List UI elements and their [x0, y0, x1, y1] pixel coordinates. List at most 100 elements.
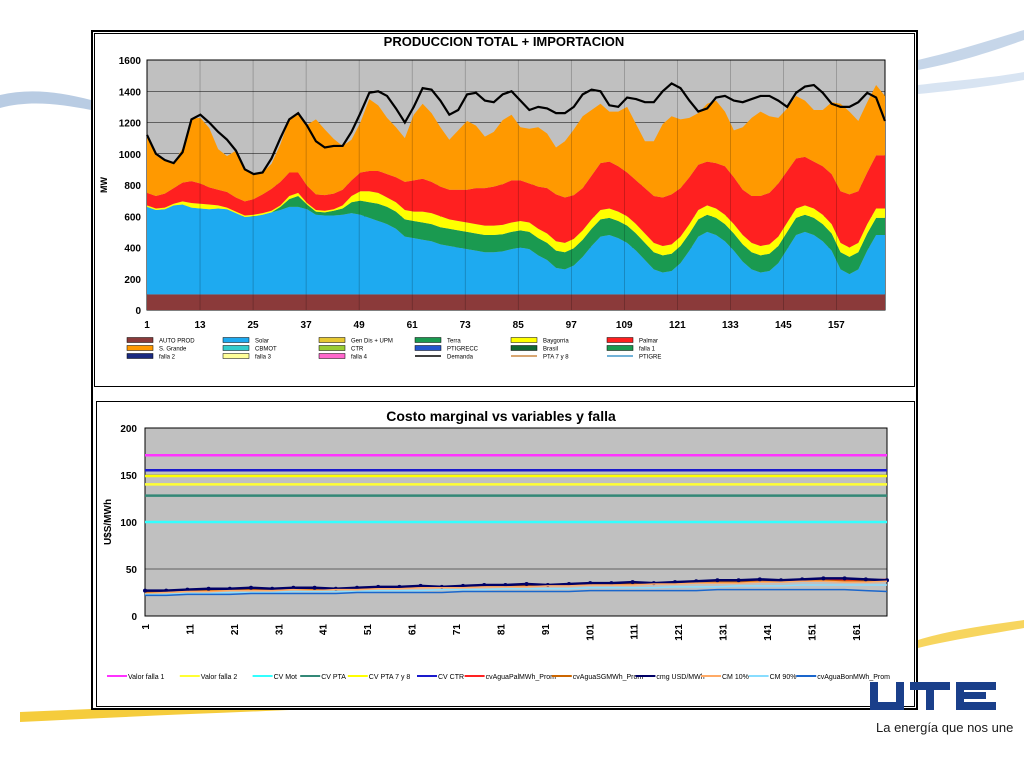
series-cvaguabonmwh-prom	[145, 588, 888, 597]
legend-swatch	[318, 345, 346, 351]
cmg-point	[736, 578, 741, 583]
x-tick-label: 61	[407, 320, 419, 331]
y-tick-label: 50	[126, 565, 138, 576]
legend-label: Brasil	[543, 347, 558, 353]
y-tick-label: 400	[124, 244, 141, 255]
legend-label: CTR	[351, 347, 364, 353]
x-tick-label: 41	[319, 624, 330, 636]
legend-label: PTIGRECC	[447, 347, 479, 353]
legend-label: Baygorria	[543, 339, 569, 345]
legend-item: PTA 7 y 8	[511, 355, 569, 361]
legend-swatch	[126, 345, 154, 351]
cmg-point	[482, 582, 487, 587]
y-tick-label: 1400	[119, 87, 142, 98]
cmg-point	[588, 581, 593, 586]
x-tick-label: 161	[852, 624, 863, 641]
legend-label: Valor falla 1	[128, 674, 165, 681]
cmg-point	[143, 588, 147, 593]
legend-label: CM 10%	[722, 674, 749, 681]
y-tick-label: 0	[131, 612, 137, 623]
x-tick-label: 51	[363, 624, 374, 636]
legend-label: Gen Dis + UPM	[351, 339, 393, 345]
legend-item: CM 10%	[701, 674, 749, 681]
production-chart: PRODUCCION TOTAL + IMPORTACION 0 200 400 600…	[94, 33, 915, 387]
y-axis-label: U$S/MWh	[103, 499, 114, 545]
legend-item: S. Grande	[126, 345, 187, 353]
cmg-point	[567, 582, 571, 587]
legend-label: CV Mot	[274, 674, 297, 681]
marginal-cost-chart-svg: Costo marginal vs variables y falla 0 50 10…	[103, 408, 890, 681]
cmg-point	[418, 583, 423, 588]
legend-label: Terra	[447, 339, 461, 345]
area-baygorria	[147, 191, 885, 257]
legend-label: CV PTA 7 y 8	[369, 674, 411, 681]
legend-label: AUTO PROD	[159, 339, 195, 345]
cmg-point	[376, 584, 381, 589]
legend-label: Valor falla 2	[201, 674, 238, 681]
legend-item: CTR	[318, 345, 364, 353]
x-tick-label: 85	[513, 320, 525, 331]
blue-swoosh-right-top	[918, 30, 1024, 70]
x-tick-label: 133	[722, 320, 739, 331]
legend-label: CM 90%	[770, 674, 797, 681]
legend-item: Demanda	[415, 355, 474, 361]
x-tick-label: 91	[541, 624, 552, 636]
cmg-point	[800, 577, 805, 582]
legend-item: falla 1	[606, 345, 656, 353]
cmg-point	[164, 588, 169, 593]
legend-item: Terra	[414, 337, 461, 345]
area-s-grande	[147, 85, 885, 202]
cmg-point	[503, 582, 508, 587]
legend-item: CBMOT	[222, 345, 277, 353]
legend-label: CBMOT	[255, 347, 277, 353]
cmg-point	[694, 579, 699, 584]
blue-swoosh-left	[0, 91, 91, 110]
legend-item: Palmar	[606, 337, 658, 345]
ute-logo-mark	[870, 682, 996, 710]
legend-label: PTA 7 y 8	[543, 355, 569, 361]
legend-label: CV CTR	[438, 674, 464, 681]
legend-swatch	[414, 337, 442, 343]
marginal-cost-chart: Costo marginal vs variables y falla 0 50 10…	[96, 401, 915, 707]
legend-item: AUTO PROD	[126, 337, 195, 345]
x-tick-label: 1	[141, 624, 152, 630]
series-cm-90-	[145, 584, 887, 596]
cmg-point	[842, 576, 847, 581]
y-tick-label: 1200	[119, 119, 142, 130]
x-tick-label: 141	[763, 624, 774, 641]
legend-item: CV PTA 7 y 8	[347, 674, 411, 681]
x-tick-label: 25	[247, 320, 259, 331]
x-tick-label: 145	[775, 320, 792, 331]
legend-label: cmg USD/MWh	[656, 674, 704, 681]
x-tick-label: 13	[194, 320, 206, 331]
legend-label: cvAguaPalMWh_Prom	[486, 674, 557, 681]
legend-item: CM 90%	[748, 674, 797, 681]
cmg-point	[397, 584, 402, 589]
legend-label: falla 4	[351, 355, 368, 361]
legend-item: Gen Dis + UPM	[318, 337, 393, 345]
production-chart-svg: PRODUCCION TOTAL + IMPORTACION 0 200 400 600…	[99, 34, 887, 361]
x-tick-label: 21	[230, 624, 241, 636]
legend-swatch	[606, 345, 634, 351]
cmg-point	[227, 586, 232, 591]
legend-item: falla 4	[318, 353, 368, 361]
y-tick-label: 800	[124, 181, 141, 192]
x-tick-label: 37	[301, 320, 313, 331]
y-tick-label: 100	[120, 518, 137, 529]
cmg-point	[185, 587, 190, 592]
legend-swatch	[126, 353, 154, 359]
legend-item: falla 2	[126, 353, 176, 361]
cmg-point	[821, 576, 826, 581]
legend-item: CV CTR	[417, 674, 464, 681]
legend-item: Solar	[222, 337, 269, 345]
y-tick-label: 200	[120, 424, 137, 435]
y-tick-label: 1600	[119, 56, 142, 67]
legend-label: Palmar	[639, 339, 658, 345]
legend-item: falla 3	[222, 353, 272, 361]
slogan-text: La energía que nos une	[876, 720, 1014, 735]
legend-item: CV PTA	[300, 674, 346, 681]
legend-swatch	[318, 337, 346, 343]
legend-item: Valor falla 1	[107, 674, 165, 681]
x-tick-label: 157	[828, 320, 845, 331]
cmg-point	[270, 586, 275, 591]
